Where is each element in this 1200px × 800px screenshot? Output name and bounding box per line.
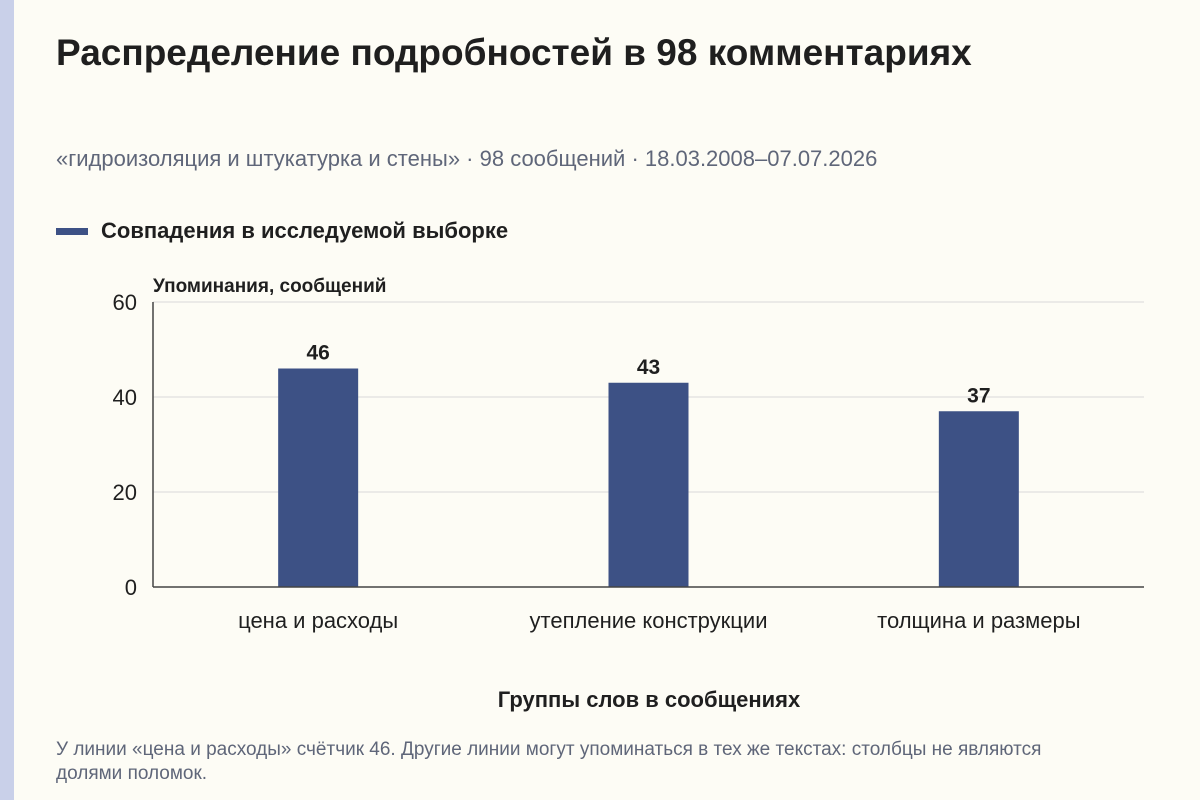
bar <box>608 382 689 587</box>
x-category-label: цена и расходы <box>238 608 398 633</box>
legend-swatch <box>56 227 88 235</box>
chart-subtitle: «гидроизоляция и штукатурка и стены» · 9… <box>56 146 878 171</box>
bars <box>278 368 1019 587</box>
bar <box>938 411 1019 587</box>
legend-label: Совпадения в исследуемой выборке <box>101 218 509 243</box>
x-category-label: толщина и размеры <box>877 608 1080 633</box>
y-tick-label: 40 <box>113 385 137 410</box>
axes <box>152 302 1144 588</box>
data-label: 43 <box>637 356 660 379</box>
y-tick-label: 20 <box>113 480 137 505</box>
data-label: 37 <box>967 384 990 407</box>
data-labels: 46 43 37 <box>306 342 990 408</box>
chart-legend: Совпадения в исследуемой выборке <box>56 218 508 244</box>
x-category-label: утепление конструкции <box>530 608 768 633</box>
x-axis-label: Группы слов в сообщениях <box>498 687 801 712</box>
bar <box>278 368 359 587</box>
accent-stripe <box>0 0 14 800</box>
chart-title: Распределение подробностей в 98 коммента… <box>56 32 972 73</box>
x-axis-categories: цена и расходы утепление конструкции толщи… <box>238 608 1080 633</box>
y-axis-ticks: 0 20 40 60 <box>113 290 137 600</box>
y-axis-label: Упоминания, сообщений <box>153 276 386 297</box>
y-tick-label: 0 <box>125 575 137 600</box>
y-tick-label: 60 <box>113 290 137 315</box>
data-label: 46 <box>306 342 329 365</box>
footnote: У линии «цена и расходы» счётчик 46. Дру… <box>56 739 1042 784</box>
